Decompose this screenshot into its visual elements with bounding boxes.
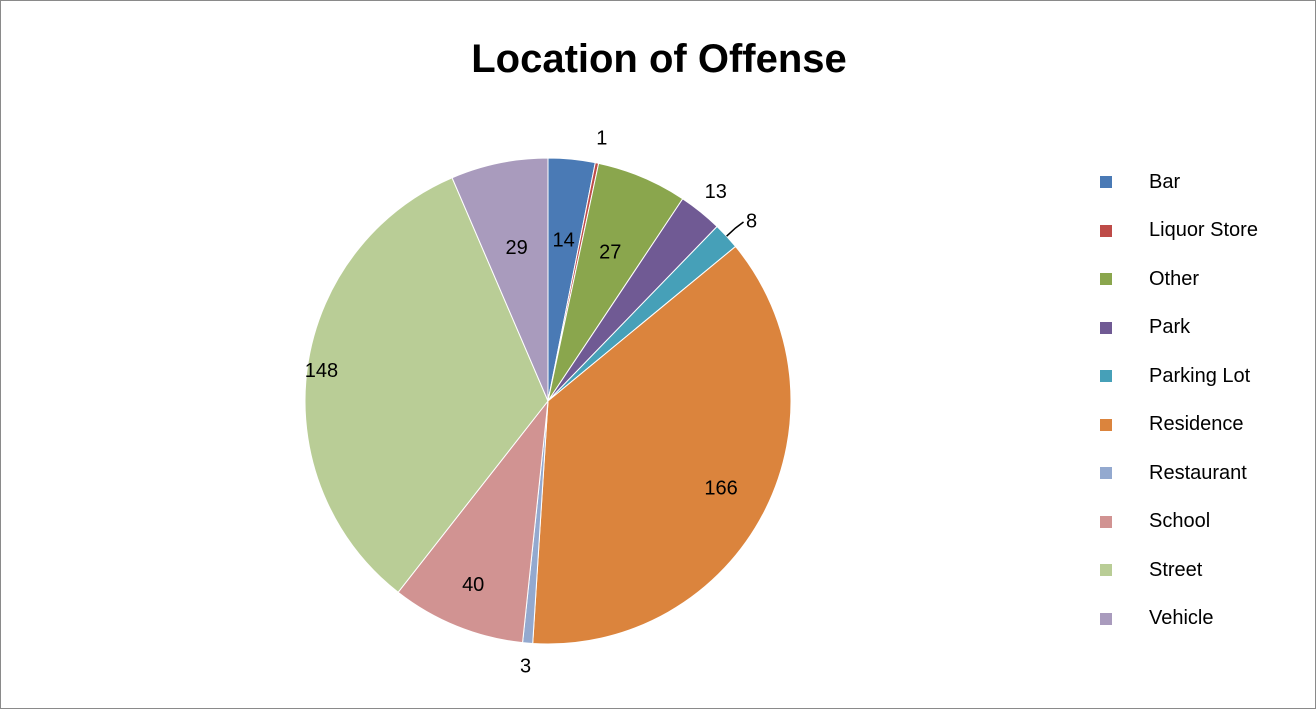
- pie-slice-residence: [532, 245, 792, 645]
- legend-item-bar: Bar: [1100, 168, 1180, 196]
- legend-swatch: [1100, 370, 1112, 382]
- legend-swatch: [1100, 176, 1112, 188]
- legend-item-residence: Residence: [1100, 411, 1244, 439]
- legend-swatch: [1100, 515, 1112, 528]
- legend-label: Restaurant: [1149, 461, 1247, 484]
- legend-label: Parking Lot: [1149, 364, 1251, 387]
- data-label-street: 148: [305, 360, 338, 382]
- data-label-vehicle: 29: [506, 237, 528, 259]
- legend-swatch: [1100, 224, 1112, 237]
- pie-slice-street: [304, 177, 549, 593]
- data-label-park: 13: [705, 181, 727, 203]
- pie-slice-school: [397, 399, 549, 644]
- legend-swatch: [1100, 467, 1112, 479]
- legend-label: Bar: [1149, 170, 1181, 193]
- data-label-restaurant: 3: [520, 656, 531, 678]
- data-label-residence: 166: [704, 478, 737, 500]
- legend-item-school: School: [1100, 508, 1210, 536]
- legend-item-vehicle: Vehicle: [1100, 605, 1214, 633]
- legend-swatch: [1100, 418, 1112, 431]
- data-label-bar: 14: [553, 230, 575, 252]
- pie-slice-vehicle: [451, 157, 549, 402]
- legend-swatch: [1100, 321, 1112, 334]
- data-label-other: 27: [599, 241, 621, 263]
- leader-line-parking-lot: [726, 221, 744, 237]
- legend-item-restaurant: Restaurant: [1100, 459, 1247, 487]
- data-label-school: 40: [462, 574, 484, 596]
- legend-item-liquor-store: Liquor Store: [1100, 217, 1258, 245]
- legend-swatch: [1100, 612, 1112, 625]
- legend-label: Other: [1149, 267, 1200, 290]
- data-label-liquor-store: 1: [596, 127, 607, 149]
- legend-item-street: Street: [1100, 556, 1202, 584]
- legend-item-other: Other: [1100, 265, 1199, 293]
- legend-item-parking-lot: Parking Lot: [1100, 362, 1250, 390]
- data-label-parking-lot: 8: [746, 210, 757, 232]
- legend-item-park: Park: [1100, 314, 1190, 342]
- legend-label: Vehicle: [1149, 607, 1214, 629]
- legend-label: Street: [1149, 558, 1203, 581]
- legend-swatch: [1100, 273, 1112, 285]
- legend-label: Park: [1149, 316, 1191, 338]
- chart-title: Location of Offense: [471, 37, 847, 81]
- legend-label: Residence: [1149, 413, 1244, 435]
- legend-swatch: [1100, 564, 1112, 576]
- legend-label: School: [1149, 510, 1211, 532]
- legend-label: Liquor Store: [1149, 219, 1258, 241]
